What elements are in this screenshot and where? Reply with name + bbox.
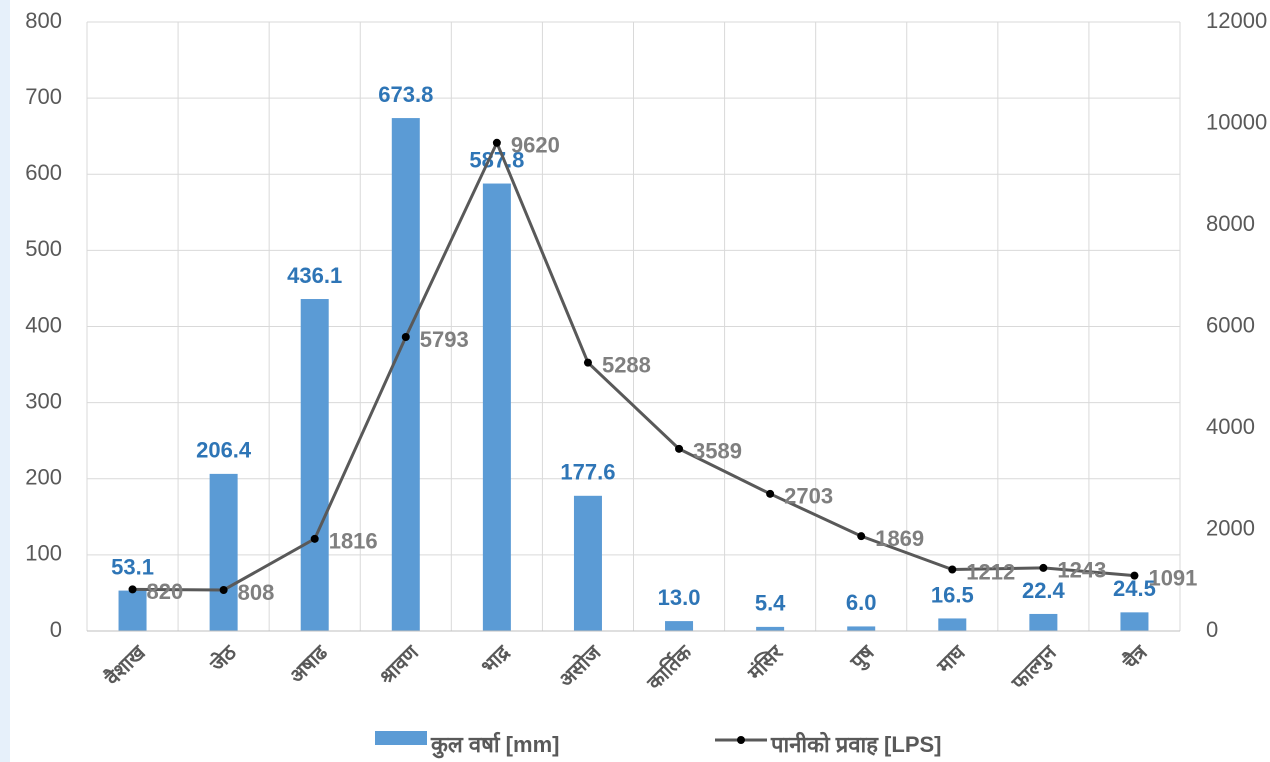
y2-tick-label: 10000 [1206, 109, 1267, 134]
line-marker [401, 333, 410, 342]
line-value-label: 3589 [693, 439, 742, 464]
bar [1029, 613, 1058, 631]
x-tick-label: भाद्र [477, 641, 515, 679]
x-tick-label: पुष [846, 641, 880, 675]
bar-value-label: 13.0 [658, 585, 701, 610]
y2-tick-label: 8000 [1206, 211, 1255, 236]
y2-tick-label: 6000 [1206, 312, 1255, 337]
line-value-label: 808 [238, 580, 275, 605]
x-tick-label: जेठ [205, 639, 242, 676]
legend-label: पानीको प्रवाह [LPS] [770, 731, 942, 757]
legend-label: कुल वर्षा [mm] [430, 731, 559, 759]
y-tick-label: 700 [25, 84, 62, 109]
legend-marker [737, 736, 745, 744]
y2-tick-label: 12000 [1206, 8, 1267, 33]
line-value-label: 1869 [875, 526, 924, 551]
y-tick-label: 200 [25, 465, 62, 490]
bar [209, 473, 238, 631]
line-marker [219, 585, 228, 594]
bar [118, 590, 147, 631]
line-marker [675, 444, 684, 453]
line-value-label: 1816 [329, 529, 378, 554]
y-tick-label: 500 [25, 236, 62, 261]
bar [1120, 612, 1149, 631]
y-tick-label: 800 [25, 8, 62, 33]
bar-value-label: 16.5 [931, 582, 974, 607]
bar-value-label: 587.8 [469, 147, 524, 172]
y-tick-label: 400 [25, 312, 62, 337]
y2-tick-label: 0 [1206, 617, 1218, 642]
bar [756, 626, 785, 631]
line-value-label: 5793 [420, 327, 469, 352]
bar [300, 299, 329, 631]
line [132, 139, 1135, 592]
bar-value-label: 22.4 [1022, 578, 1066, 603]
line-marker [310, 534, 319, 543]
y-tick-label: 0 [50, 617, 62, 642]
side-strip [0, 0, 10, 762]
x-tick-label: मंसिर [742, 640, 788, 686]
bar-value-label: 206.4 [196, 438, 252, 463]
legend-swatch [375, 731, 427, 745]
x-tick-label: कार्तिक [642, 639, 698, 695]
y2-tick-label: 4000 [1206, 414, 1255, 439]
bar-value-label: 5.4 [755, 591, 786, 616]
bar [573, 495, 602, 631]
line-value-label: 1243 [1057, 558, 1106, 583]
bar-value-label: 673.8 [378, 82, 433, 107]
bar-value-label: 177.6 [560, 460, 615, 485]
x-tick-label: माघ [933, 641, 971, 679]
bar [665, 621, 694, 631]
line-marker [583, 358, 592, 367]
line-value-label: 1091 [1148, 565, 1197, 590]
x-tick-label: वैशाख [99, 639, 151, 691]
x-tick-label: श्रावण [376, 641, 424, 689]
x-tick-label: फाल्गुन [1007, 641, 1062, 696]
bar-value-label: 436.1 [287, 263, 342, 288]
x-tick-label: चैत्र [1117, 640, 1152, 675]
bar-value-label: 6.0 [846, 590, 877, 615]
y-tick-label: 100 [25, 541, 62, 566]
line-marker [128, 585, 137, 594]
x-tick-label: असोज [554, 639, 606, 691]
x-tick-label: अषाढ [286, 641, 333, 688]
line-marker [1130, 571, 1139, 580]
line-marker [766, 489, 775, 498]
y-tick-label: 600 [25, 160, 62, 185]
y2-tick-label: 2000 [1206, 515, 1255, 540]
line-value-label: 1212 [966, 559, 1015, 584]
line-marker [857, 532, 866, 541]
line-value-label: 820 [147, 579, 184, 604]
bar-value-label: 24.5 [1113, 576, 1156, 601]
bar [482, 183, 511, 632]
y-tick-label: 300 [25, 388, 62, 413]
bar [938, 618, 967, 631]
line-marker [1039, 563, 1048, 572]
line-value-label: 5288 [602, 352, 651, 377]
line-value-label: 9620 [511, 133, 560, 158]
line-marker [948, 565, 957, 574]
bar [391, 118, 420, 631]
bar-value-label: 53.1 [111, 554, 154, 579]
line-value-label: 2703 [784, 484, 833, 509]
line-marker [492, 138, 501, 147]
bar [847, 626, 876, 631]
